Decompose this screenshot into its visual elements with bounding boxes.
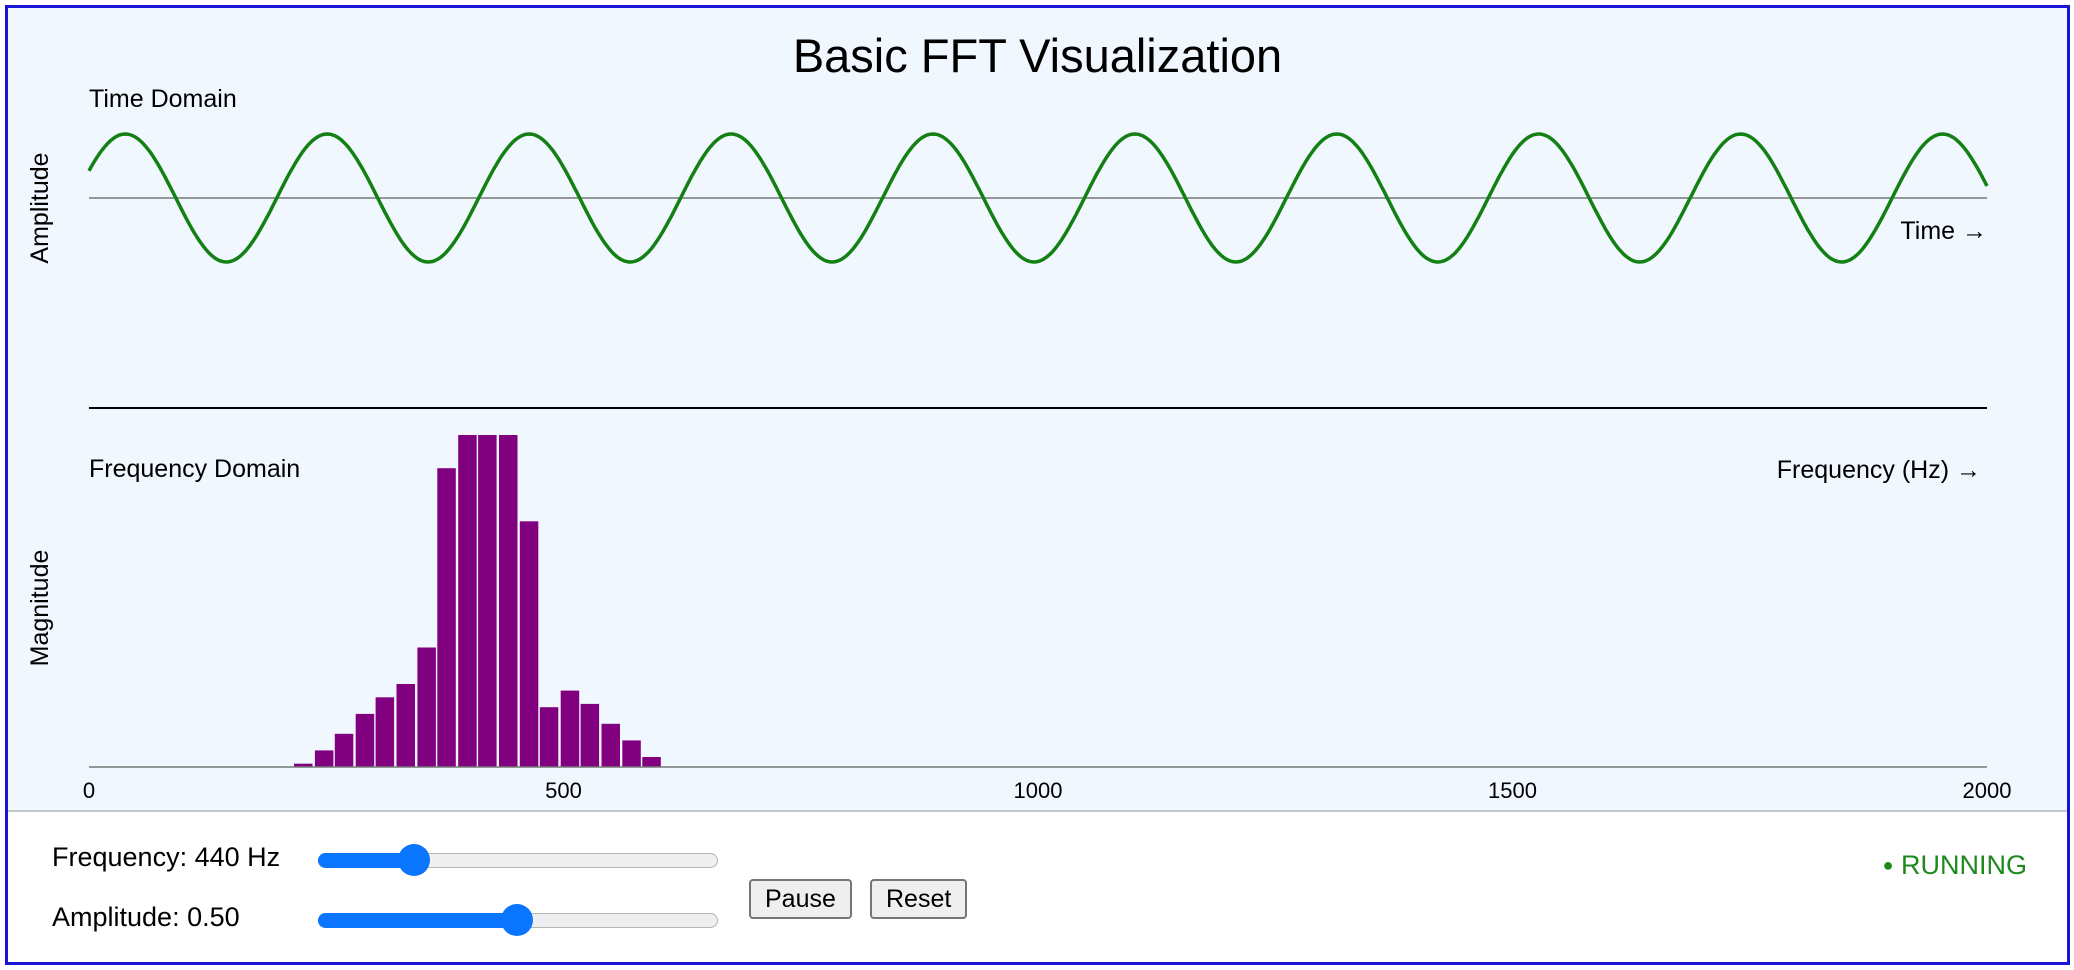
time-ylabel: Amplitude [26,152,54,263]
frequency-tick-label: 1500 [1488,778,1537,803]
frequency-bar [375,697,395,767]
control-panel: Frequency: 440 Hz Amplitude: 0.50 Pause … [8,812,2067,962]
frequency-bar [499,435,518,767]
page-title: Basic FFT Visualization [792,29,1283,82]
reset-button[interactable]: Reset [870,879,968,919]
amplitude-slider-fill [318,913,517,928]
frequency-slider-thumb[interactable] [397,844,430,876]
frequency-bar [478,435,497,767]
freq-xlabel: Frequency (Hz) → [1777,456,1981,484]
frequency-bar [396,684,415,767]
frequency-bar [622,740,641,767]
time-domain-title: Time Domain [89,85,237,113]
frequency-bar [642,757,661,767]
frequency-bar [314,750,334,767]
frequency-bar [334,733,354,767]
frequency-bars [294,435,661,767]
visualization-area: Basic FFT Visualization Time Domain Ampl… [8,8,2067,812]
frequency-tick-label: 0 [83,778,95,803]
frequency-bar [560,690,580,767]
status-indicator: ● RUNNING [1883,850,2027,881]
frequency-bar [294,763,313,767]
time-wave-series [87,132,1989,264]
frequency-domain-title: Frequency Domain [89,455,300,483]
frequency-slider-fill [318,853,414,868]
app-window: Basic FFT Visualization Time Domain Ampl… [5,5,2070,965]
frequency-bar [355,713,375,767]
frequency-bar [519,521,539,767]
frequency-slider[interactable] [318,844,718,876]
status-text: RUNNING [1901,850,2027,880]
frequency-tick-label: 500 [545,778,582,803]
frequency-bar [417,647,436,767]
frequency-tick-label: 2000 [1963,778,2012,803]
frequency-ticks: 0 500 1000 1500 2000 [83,778,2012,803]
frequency-label: Frequency: 440 Hz [52,842,281,872]
freq-ylabel: Magnitude [26,550,54,667]
amplitude-label: Amplitude: 0.50 [52,902,240,932]
frequency-bar [601,723,620,767]
pause-button[interactable]: Pause [749,879,852,919]
amplitude-slider-thumb[interactable] [501,904,533,936]
frequency-tick-label: 1000 [1014,778,1063,803]
time-xlabel: Time → [1900,217,1987,245]
status-dot-icon: ● [1882,855,1894,875]
frequency-bar [437,468,456,767]
frequency-bar [458,435,477,767]
frequency-bar [580,703,600,767]
amplitude-slider[interactable] [318,904,718,936]
frequency-bar [539,707,559,767]
fft-plot: Time Domain Amplitude Time → Frequency D… [26,85,2012,803]
